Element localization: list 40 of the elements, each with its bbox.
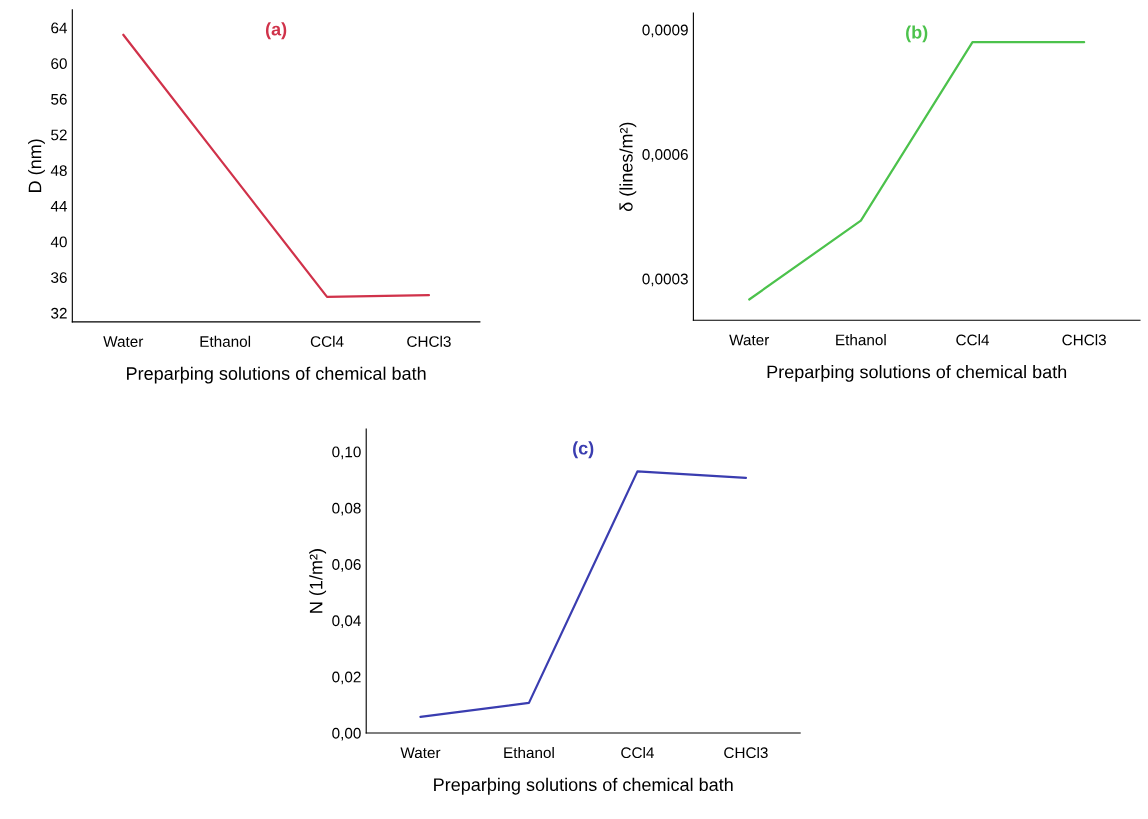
text: (c) — [573, 441, 594, 459]
y-tick-label: 40 — [50, 236, 67, 248]
y-tick-label: 0,04 — [332, 615, 361, 628]
text: (b) — [906, 25, 928, 43]
y-tick-label: 48 — [50, 165, 67, 176]
x-axis-title: Preparþing solutions of chemical bath — [127, 366, 426, 384]
x-axis-title: Preparþing solutions of chemical bath — [767, 365, 1067, 382]
y-tick-label: 52 — [51, 129, 67, 141]
x-tick-label: CHCl3 — [724, 746, 768, 759]
text: (a) — [265, 22, 287, 40]
y-tick-label: 60 — [51, 58, 67, 70]
y-tick-label: 0,08 — [332, 502, 361, 516]
y-tick-label: 0,06 — [332, 559, 361, 572]
y-tick-label: 0,0006 — [642, 149, 688, 162]
line-series — [419, 470, 748, 719]
x-tick-label: Water — [729, 334, 770, 346]
x-tick-label: Ethanol — [836, 334, 886, 346]
x-tick-label: Ethanol — [504, 746, 554, 759]
x-tick-label: CHCl3 — [407, 335, 451, 347]
y-tick-label: 32 — [51, 307, 67, 319]
y-tick-label: 64 — [51, 22, 68, 34]
y-tick-label: 0,02 — [332, 671, 361, 685]
x-axis-title: Preparþing solutions of chemical bath — [434, 777, 733, 795]
y-axis-title: δ (lines/m²) — [619, 122, 637, 212]
y-tick-label: 36 — [51, 272, 67, 283]
y-tick-label: 44 — [50, 200, 68, 212]
x-tick-label: CHCl3 — [1062, 334, 1106, 346]
x-tick-label: Ethanol — [200, 335, 251, 347]
y-axis-title: N (1/m²) — [309, 549, 327, 613]
y-axis-title: D (nm) — [28, 139, 45, 192]
x-tick-label: CCl4 — [621, 746, 654, 759]
x-tick-label: Water — [400, 747, 441, 759]
x-tick-label: Water — [103, 336, 144, 347]
x-tick-label: CCl4 — [956, 334, 990, 346]
y-tick-label: 0,10 — [332, 446, 361, 460]
y-tick-label: 0,00 — [332, 727, 361, 741]
y-tick-label: 0,0003 — [642, 273, 688, 287]
x-tick-label: CCl4 — [310, 335, 344, 347]
y-tick-label: 56 — [51, 93, 67, 105]
y-tick-label: 0,0009 — [642, 24, 688, 38]
